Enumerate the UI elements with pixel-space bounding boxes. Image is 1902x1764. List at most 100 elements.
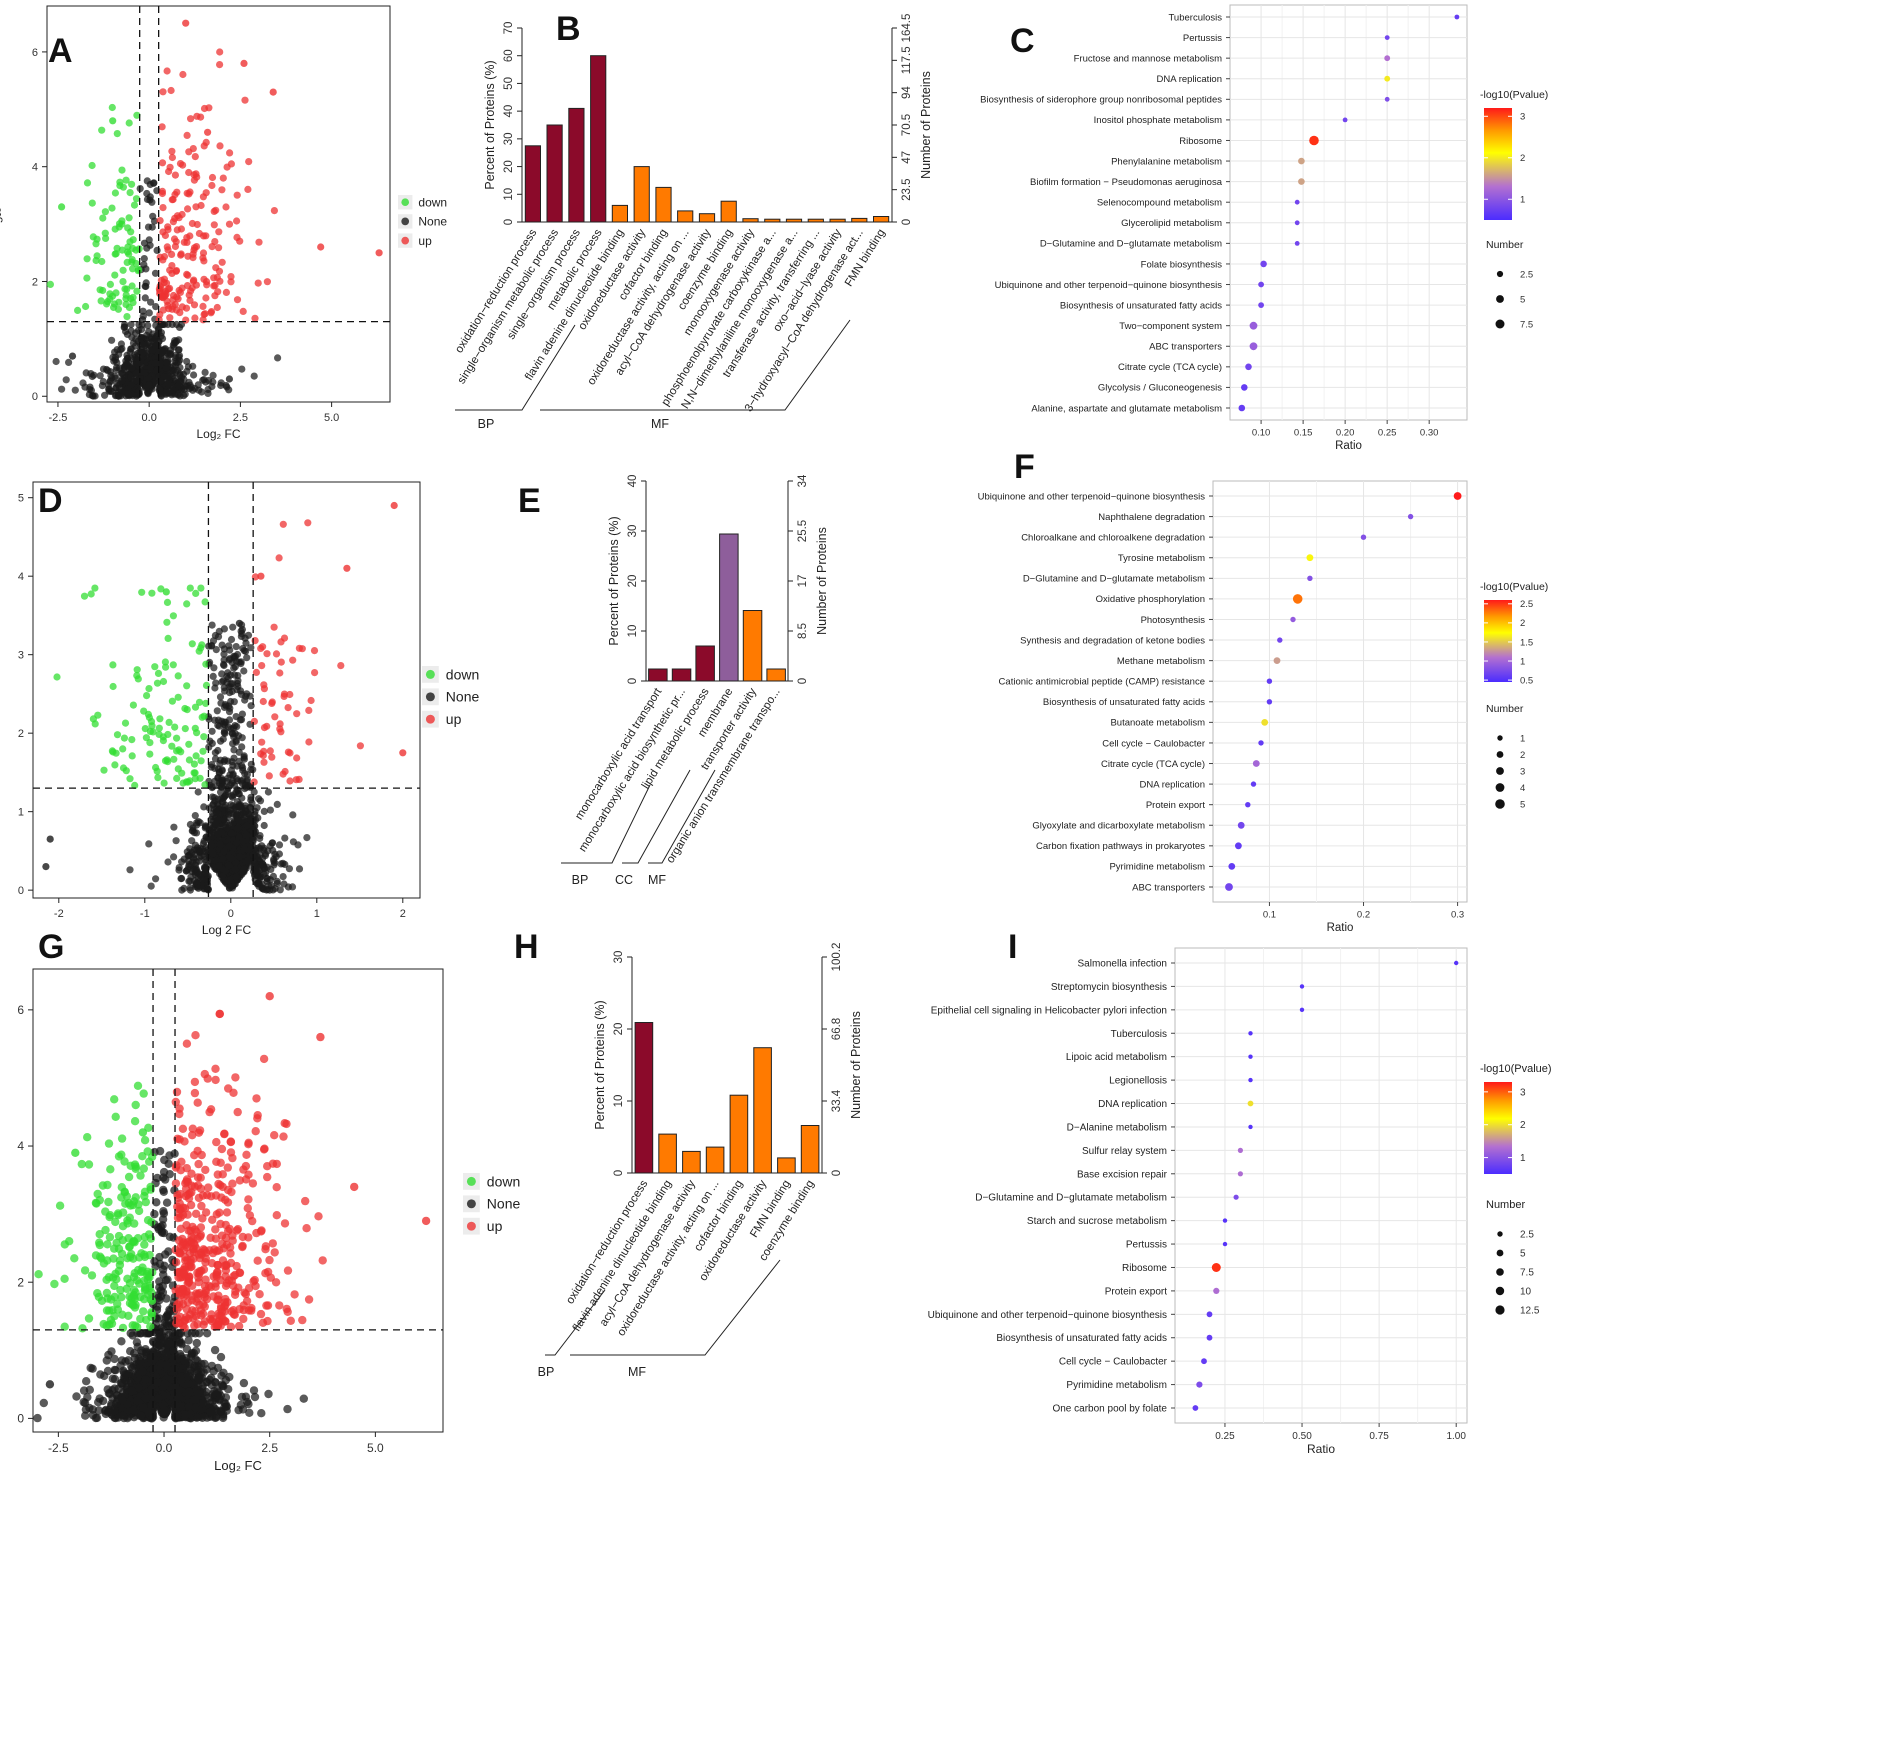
- point-none: [235, 817, 243, 825]
- point-up: [282, 1119, 291, 1129]
- point-none: [233, 839, 241, 847]
- point-down: [117, 1134, 127, 1143]
- point-none: [137, 1346, 146, 1355]
- point-down: [103, 1240, 112, 1249]
- point-none: [162, 1198, 172, 1207]
- point-none: [156, 1222, 165, 1232]
- point-down: [123, 285, 131, 293]
- point-up: [314, 1212, 323, 1221]
- point-none: [201, 863, 209, 871]
- point-down: [113, 1211, 123, 1220]
- point-down: [130, 1219, 139, 1228]
- point-cloud: [46, 19, 383, 400]
- point-up: [275, 1301, 284, 1310]
- point-up: [275, 554, 283, 562]
- bubble: [1453, 492, 1462, 500]
- point-down: [108, 103, 116, 112]
- bubble: [1266, 699, 1273, 705]
- point-down: [110, 1281, 119, 1291]
- point-notable: [46, 835, 54, 843]
- point-up: [277, 728, 285, 736]
- point-up: [215, 228, 223, 236]
- bubble: [1384, 35, 1390, 40]
- colorbar-label: 2.5: [1520, 599, 1533, 610]
- point-down: [140, 1286, 150, 1295]
- point-up: [211, 1282, 220, 1292]
- point-down: [99, 1259, 109, 1268]
- point-notable: [58, 203, 66, 211]
- point-down: [129, 265, 137, 273]
- point-down: [55, 1201, 65, 1210]
- point-none: [142, 341, 150, 349]
- point-none: [225, 708, 234, 716]
- point-down: [196, 774, 204, 782]
- point-down: [170, 755, 178, 763]
- point-down: [161, 757, 170, 765]
- point-up: [301, 1196, 310, 1206]
- point-none: [238, 867, 247, 876]
- point-none: [107, 1347, 116, 1356]
- point-none: [210, 1345, 220, 1355]
- point-none: [175, 352, 184, 360]
- point-up: [190, 301, 199, 309]
- y-tick-label: 40: [503, 105, 515, 118]
- point-up: [229, 1088, 238, 1098]
- group-label: MF: [648, 873, 666, 887]
- point-up: [192, 1297, 201, 1306]
- x-tick-label: 0.2: [1357, 910, 1370, 921]
- point-up: [250, 717, 258, 726]
- point-none: [225, 642, 233, 650]
- point-up: [192, 203, 200, 211]
- point-down: [78, 1324, 87, 1333]
- point-none: [243, 776, 251, 784]
- point-up: [257, 644, 265, 653]
- point-down: [164, 634, 172, 643]
- point-down: [190, 760, 198, 768]
- point-down: [129, 293, 137, 301]
- bubble: [1238, 404, 1246, 412]
- point-none: [218, 678, 226, 686]
- point-down: [134, 267, 142, 275]
- legend-label: up: [418, 234, 432, 248]
- point-up: [289, 656, 297, 664]
- point-none: [215, 627, 223, 636]
- point-none: [177, 875, 185, 883]
- point-none: [208, 739, 216, 748]
- size-legend-key: [1496, 295, 1504, 303]
- point-none: [146, 364, 154, 372]
- point-none: [230, 805, 238, 813]
- point-none: [96, 372, 104, 380]
- point-down: [115, 1256, 125, 1265]
- point-down: [123, 1274, 132, 1284]
- point-down: [126, 775, 134, 783]
- x-axis-label: Log 2 FC: [202, 923, 252, 937]
- point-none: [111, 372, 119, 381]
- point-down: [173, 734, 181, 742]
- point-none: [145, 309, 153, 317]
- point-none: [274, 354, 282, 362]
- point-down: [140, 1240, 149, 1249]
- point-none: [98, 382, 106, 390]
- bubble: [1252, 760, 1260, 767]
- x-tick-label: -1: [140, 908, 150, 920]
- point-up: [202, 189, 210, 197]
- point-none: [82, 1377, 91, 1386]
- point-none: [264, 788, 272, 796]
- point-none: [194, 788, 202, 796]
- point-up: [261, 1242, 270, 1251]
- y-tick-label: 3: [18, 650, 24, 662]
- point-down: [139, 1089, 148, 1098]
- point-down: [93, 1289, 102, 1298]
- point-down: [111, 189, 119, 197]
- y-tick-label: 4: [32, 162, 38, 174]
- legend-key: [401, 198, 410, 207]
- point-up: [210, 221, 218, 229]
- point-notable: [317, 243, 325, 251]
- pathway-label: Alanine, aspartate and glutamate metabol…: [1031, 403, 1222, 414]
- point-down: [74, 306, 82, 314]
- point-up: [266, 747, 274, 755]
- point-down: [195, 698, 204, 706]
- x-tick-label: 2.5: [233, 412, 248, 424]
- point-up: [257, 1226, 266, 1235]
